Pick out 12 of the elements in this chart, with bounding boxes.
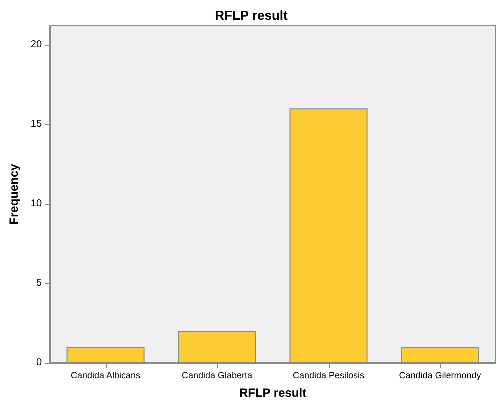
- x-axis-title: RFLP result: [239, 386, 307, 400]
- y-tick-label: 10: [30, 198, 42, 210]
- y-tick-label: 20: [30, 40, 42, 51]
- x-tick-label: Candida Glaberta: [182, 370, 253, 380]
- x-tick-label: Candida Albicans: [70, 370, 142, 380]
- y-tick-label: 5: [36, 278, 42, 290]
- chart-title: RFLP result: [215, 8, 289, 23]
- y-axis-title: Frequency: [7, 164, 21, 225]
- x-tick-label: Candida Pesilosis: [292, 370, 366, 380]
- y-tick-label: 0: [36, 358, 42, 368]
- x-tick-label: Candida Gilermondy: [399, 370, 482, 380]
- y-tick-label: 15: [30, 119, 42, 130]
